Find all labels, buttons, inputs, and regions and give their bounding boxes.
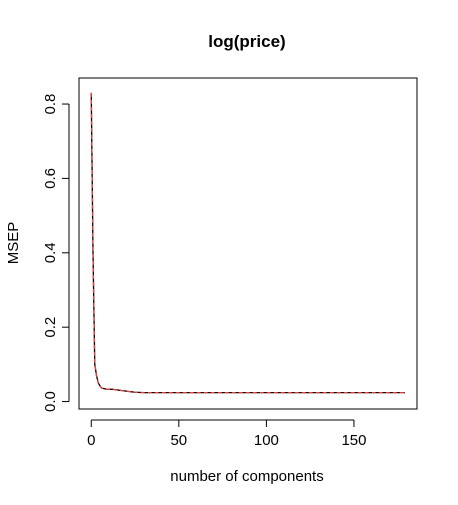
y-tick-label: 0.6 bbox=[42, 168, 59, 189]
chart-title: log(price) bbox=[208, 32, 285, 51]
y-axis: 0.0 0.2 0.4 0.6 0.8 bbox=[42, 94, 70, 412]
x-axis-label: number of components bbox=[170, 468, 323, 485]
plot-frame bbox=[78, 77, 418, 410]
series-line-2 bbox=[90, 92, 405, 394]
x-tick-label: 50 bbox=[170, 432, 187, 449]
y-tick-label: 0.8 bbox=[42, 94, 59, 115]
series-layer bbox=[90, 92, 405, 394]
y-tick-label: 0.4 bbox=[42, 242, 59, 263]
x-tick-label: 100 bbox=[254, 432, 279, 449]
x-tick-label: 150 bbox=[341, 432, 366, 449]
y-axis-label: MSEP bbox=[5, 222, 22, 265]
x-axis: 0 50 100 150 bbox=[87, 419, 366, 449]
x-tick-label: 0 bbox=[87, 432, 95, 449]
y-tick-label: 0.2 bbox=[42, 317, 59, 338]
series-line-1 bbox=[90, 92, 405, 394]
y-tick-label: 0.0 bbox=[42, 391, 59, 412]
